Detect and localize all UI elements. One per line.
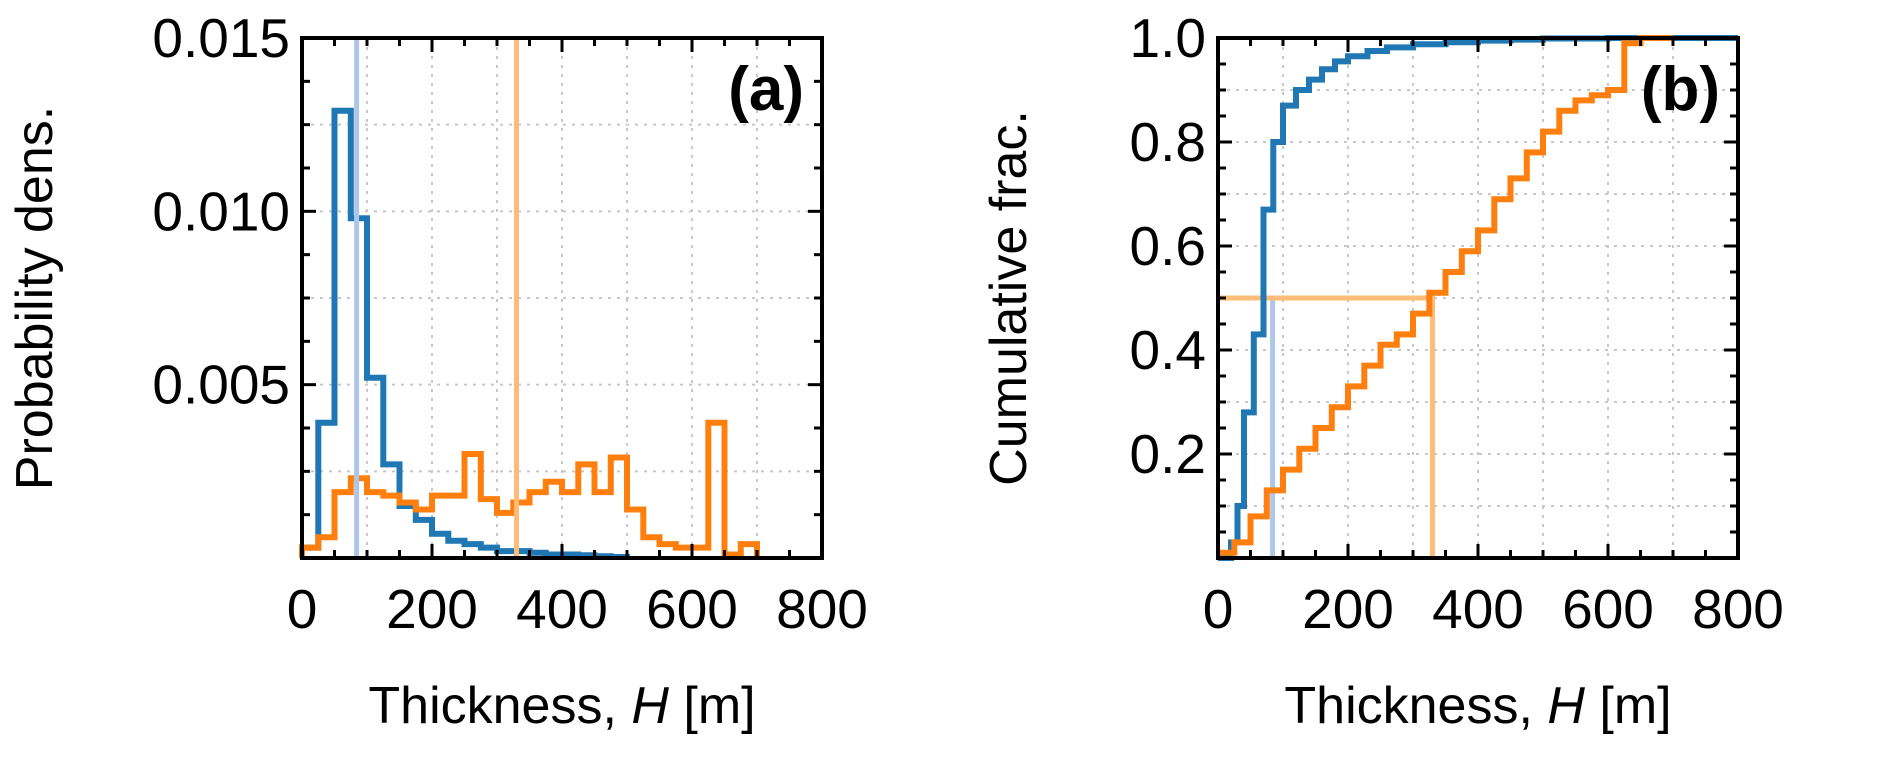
x-tick-label: 800 [1692,578,1784,640]
panel-b-series [1218,35,1738,561]
x-tick-label: 600 [646,578,738,640]
series-orange-line [1218,35,1673,556]
panel-a-ylabel: Probability dens. [6,106,64,490]
panel-b-cumulative: 0 200 400 600 800 0.2 0.4 0.6 0.8 1.0 (b) Thickne… [980,7,1784,735]
panel-b-label: (b) [1641,55,1720,124]
panel-a-median-lines [354,38,519,558]
panel-a-grid [302,38,822,558]
x-tick-label: 400 [1432,578,1524,640]
series-blue-line [299,107,630,560]
panel-b-xlabel: Thickness, H [m] [1284,677,1671,735]
y-tick-label: 0.2 [1130,423,1206,485]
panel-a-label: (a) [728,55,804,124]
x-tick-label: 0 [1203,578,1234,640]
y-tick-label: 0.6 [1130,215,1206,277]
panel-b-grid [1218,38,1738,558]
y-tick-label: 1.0 [1130,7,1206,69]
y-tick-label: 0.4 [1130,319,1206,381]
y-tick-label: 0.005 [152,354,290,416]
x-tick-label: 200 [1302,578,1394,640]
panel-a-xlabel: Thickness, H [m] [368,677,755,735]
panel-b-ylabel: Cumulative frac. [980,110,1038,486]
median-line-light_orange [1218,295,1435,558]
x-tick-label: 400 [516,578,608,640]
panel-b-median-lines [1218,295,1435,558]
series-orange-line [299,419,760,558]
x-tick-label: 200 [386,578,478,640]
panel-a-histogram: 0 200 400 600 800 0.005 0.010 0.015 (a) Thickne… [6,7,868,735]
panel-a-ticks: 0 200 400 600 800 0.005 0.010 0.015 [152,7,868,640]
x-tick-label: 800 [776,578,868,640]
panel-b-ticks: 0 200 400 600 800 0.2 0.4 0.6 0.8 1.0 [1130,7,1784,640]
x-tick-label: 0 [287,578,318,640]
y-tick-label: 0.8 [1130,111,1206,173]
panel-a-series [299,107,760,560]
y-tick-label: 0.015 [152,7,290,69]
x-tick-label: 600 [1562,578,1654,640]
y-tick-label: 0.010 [152,180,290,242]
series-blue-line [1218,35,1738,561]
